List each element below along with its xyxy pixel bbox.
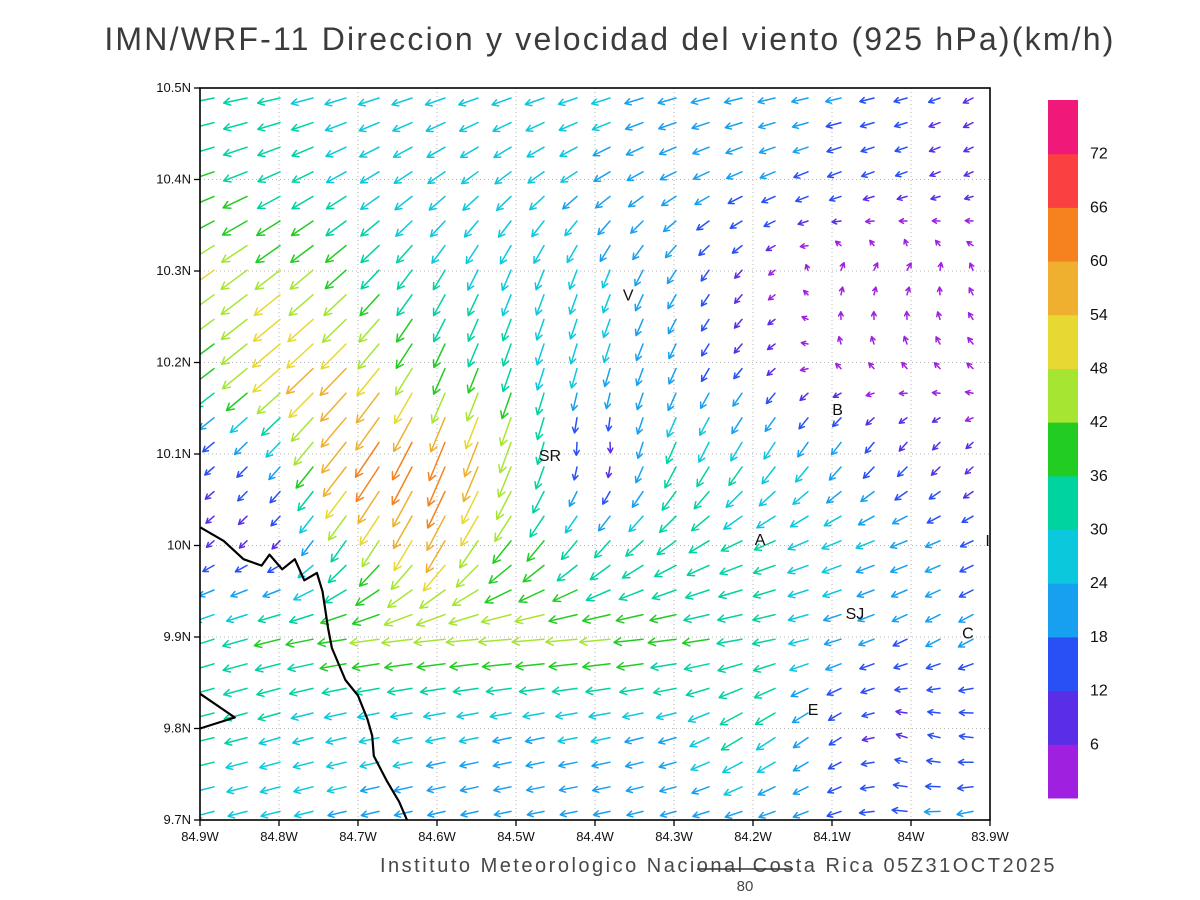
svg-text:42: 42: [1090, 414, 1108, 431]
svg-text:48: 48: [1090, 360, 1108, 377]
wind-arrows: [200, 96, 975, 819]
svg-text:E: E: [808, 702, 819, 719]
svg-text:9.8N: 9.8N: [164, 721, 191, 736]
svg-text:84.8W: 84.8W: [260, 829, 298, 844]
footer-credit: Instituto Meteorologico Nacional Costa R…: [380, 855, 1057, 877]
svg-text:83.9W: 83.9W: [971, 829, 1009, 844]
svg-text:I: I: [985, 533, 989, 550]
svg-text:72: 72: [1090, 146, 1108, 163]
svg-text:10.1N: 10.1N: [156, 446, 191, 461]
svg-text:30: 30: [1090, 522, 1108, 539]
svg-text:84.6W: 84.6W: [418, 829, 456, 844]
svg-text:SR: SR: [539, 448, 561, 465]
svg-text:9.9N: 9.9N: [164, 629, 191, 644]
reference-vector-value: 80: [737, 878, 754, 895]
svg-text:10N: 10N: [167, 538, 191, 553]
svg-text:SJ: SJ: [846, 606, 865, 623]
svg-text:84W: 84W: [898, 829, 925, 844]
svg-text:54: 54: [1090, 307, 1108, 324]
svg-text:84.4W: 84.4W: [576, 829, 614, 844]
svg-text:36: 36: [1090, 468, 1108, 485]
colorbar-labels: 6 12 18 24 30 36 42 48 54 60 66 72: [1090, 146, 1108, 754]
svg-text:84.3W: 84.3W: [655, 829, 693, 844]
svg-text:V: V: [623, 288, 634, 305]
svg-text:66: 66: [1090, 199, 1108, 216]
svg-text:60: 60: [1090, 253, 1108, 270]
chart-title: IMN/WRF-11 Direccion y velocidad del vie…: [104, 21, 1115, 57]
svg-text:10.2N: 10.2N: [156, 355, 191, 370]
svg-text:B: B: [832, 402, 843, 419]
svg-text:A: A: [755, 532, 766, 549]
coastline: [199, 526, 409, 821]
station-labels: V SR B A SJ C E I: [539, 288, 990, 719]
x-axis-tick-labels: 84.9W 84.8W 84.7W 84.6W 84.5W 84.4W 84.3W 84.2W…: [181, 829, 1009, 844]
svg-text:10.4N: 10.4N: [156, 172, 191, 187]
svg-text:84.7W: 84.7W: [339, 829, 377, 844]
svg-text:C: C: [962, 625, 974, 642]
svg-text:84.1W: 84.1W: [813, 829, 851, 844]
colorbar: [1048, 100, 1078, 799]
svg-text:10.5N: 10.5N: [156, 80, 191, 95]
svg-text:84.9W: 84.9W: [181, 829, 219, 844]
svg-text:9.7N: 9.7N: [164, 812, 191, 827]
svg-text:6: 6: [1090, 736, 1099, 753]
svg-text:84.2W: 84.2W: [734, 829, 772, 844]
svg-text:18: 18: [1090, 629, 1108, 646]
svg-text:12: 12: [1090, 683, 1108, 700]
svg-text:10.3N: 10.3N: [156, 263, 191, 278]
svg-text:24: 24: [1090, 575, 1108, 592]
axis-ticks: [194, 87, 991, 826]
y-axis-tick-labels: 10.5N 10.4N 10.3N 10.2N 10.1N 10N 9.9N 9.8N 9.7N: [156, 80, 191, 827]
generated-plot: V SR B A SJ C E I 84.9W 84.8W 84.7W 84.6W 84.5W 84.4W…: [156, 80, 1108, 844]
svg-text:84.5W: 84.5W: [497, 829, 535, 844]
